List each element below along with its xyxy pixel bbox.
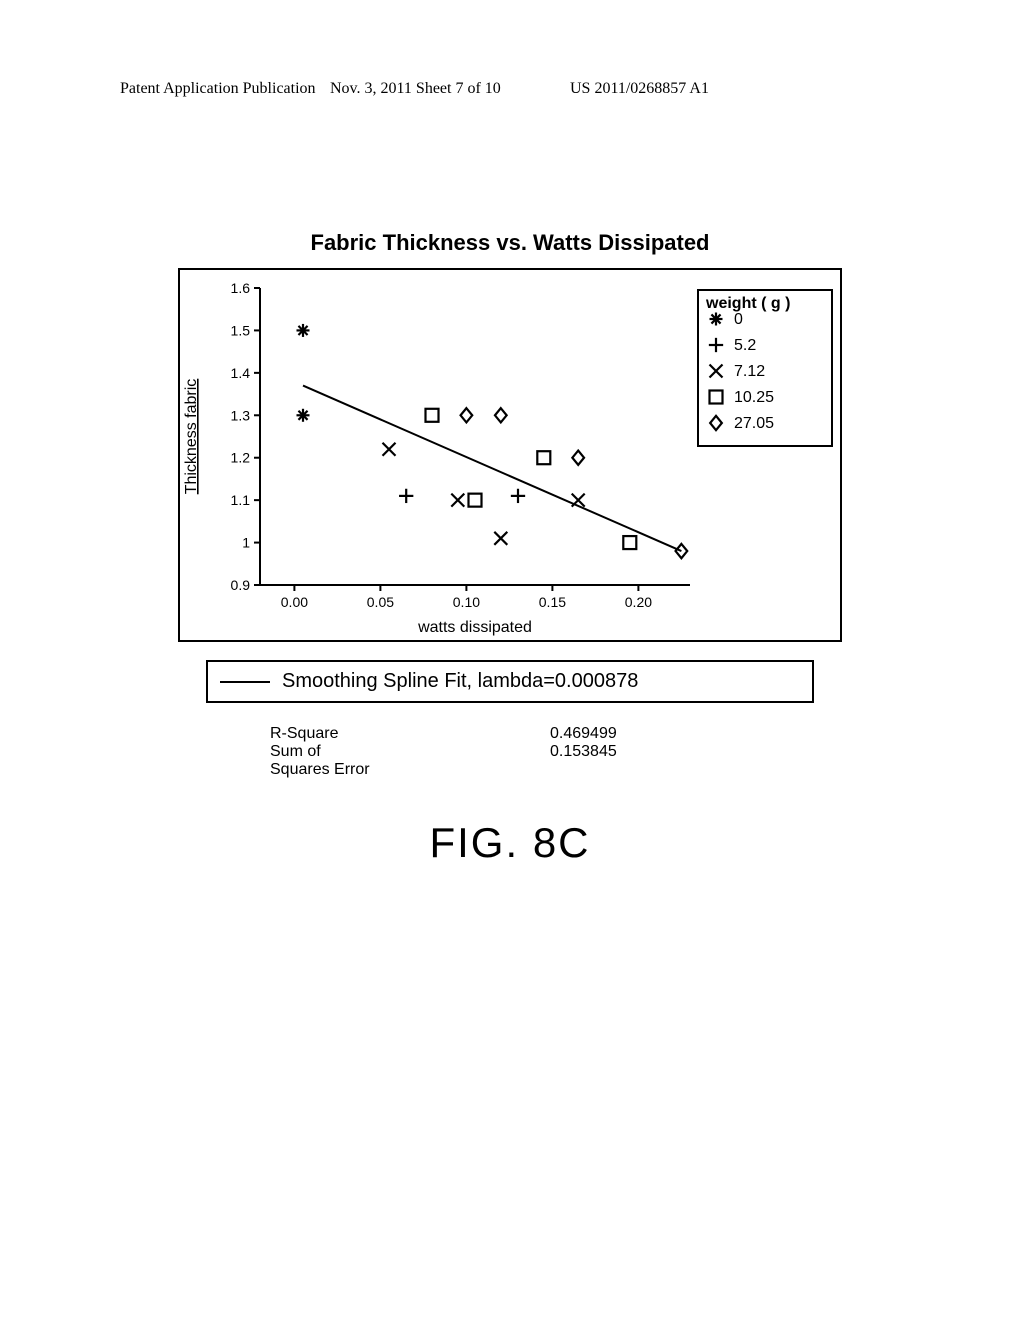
chart-box: 0.9 1 1.1 1.2 1.3 1.4 1.5 1.6 0.00 0.05 0.10 0.15 0.…: [178, 268, 842, 642]
svg-text:Thickness fabric: Thickness fabric: [183, 379, 200, 495]
stats-label: Squares Error: [270, 761, 550, 779]
svg-text:7.12: 7.12: [734, 363, 765, 380]
stats-table: R-Square0.469499Sum of0.153845Squares Er…: [270, 725, 750, 779]
svg-text:1.6: 1.6: [231, 280, 251, 296]
figure-label: FIG. 8C: [160, 819, 860, 867]
header-left: Patent Application Publication: [120, 80, 316, 98]
svg-text:1.1: 1.1: [231, 492, 251, 508]
svg-text:0: 0: [734, 311, 743, 328]
fit-line-legend: Smoothing Spline Fit, lambda=0.000878: [206, 660, 814, 703]
svg-text:1: 1: [242, 535, 250, 551]
svg-text:weight ( g ): weight ( g ): [705, 295, 790, 312]
figure-container: Fabric Thickness vs. Watts Dissipated 0.…: [160, 230, 860, 867]
chart-title: Fabric Thickness vs. Watts Dissipated: [160, 230, 860, 256]
svg-text:0.00: 0.00: [281, 594, 308, 610]
stats-value: 0.153845: [550, 743, 617, 761]
svg-text:1.2: 1.2: [231, 450, 251, 466]
header-right: US 2011/0268857 A1: [570, 80, 709, 98]
svg-text:0.05: 0.05: [367, 594, 394, 610]
scatter-chart: 0.9 1 1.1 1.2 1.3 1.4 1.5 1.6 0.00 0.05 0.10 0.15 0.…: [180, 270, 840, 640]
stats-row: Squares Error: [270, 761, 750, 779]
svg-text:watts dissipated: watts dissipated: [417, 619, 532, 636]
stats-value: 0.469499: [550, 725, 617, 743]
svg-text:10.25: 10.25: [734, 389, 774, 406]
svg-text:1.4: 1.4: [231, 365, 251, 381]
stats-label: Sum of: [270, 743, 550, 761]
svg-text:1.3: 1.3: [231, 407, 251, 423]
svg-text:5.2: 5.2: [734, 337, 756, 354]
fit-line-sample: [220, 681, 270, 683]
stats-label: R-Square: [270, 725, 550, 743]
svg-text:27.05: 27.05: [734, 415, 774, 432]
svg-text:0.10: 0.10: [453, 594, 480, 610]
stats-row: Sum of0.153845: [270, 743, 750, 761]
stats-row: R-Square0.469499: [270, 725, 750, 743]
svg-text:0.9: 0.9: [231, 577, 251, 593]
svg-text:0.15: 0.15: [539, 594, 566, 610]
header-mid: Nov. 3, 2011 Sheet 7 of 10: [330, 80, 501, 98]
svg-text:1.5: 1.5: [231, 322, 251, 338]
fit-line-label: Smoothing Spline Fit, lambda=0.000878: [282, 670, 638, 693]
svg-text:0.20: 0.20: [625, 594, 652, 610]
